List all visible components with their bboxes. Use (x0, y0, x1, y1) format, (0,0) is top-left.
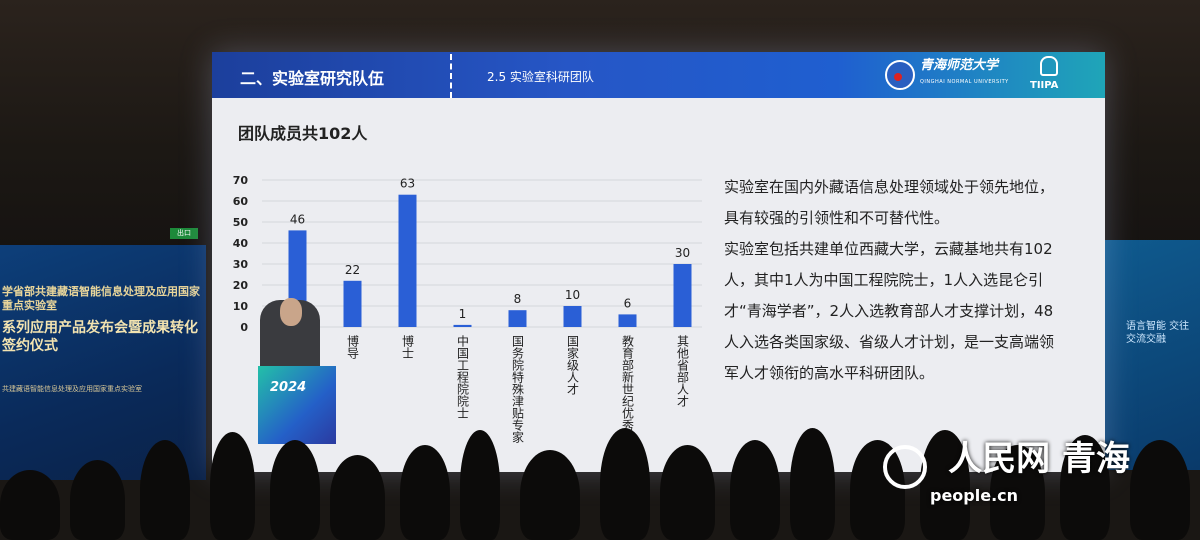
data-label: 30 (675, 246, 690, 260)
bar-chart: 0 10 20 30 40 50 60 70 46 22 博导 63 博士 1 中国工程院院士 8 国务院特殊津… (233, 174, 702, 455)
data-label: 46 (290, 212, 305, 226)
bar (563, 306, 582, 327)
data-label: 63 (400, 177, 415, 191)
banner-right-text: 语言智能 交往交流交融 (1126, 321, 1190, 345)
paragraph: 实验室在国内外藏语信息处理领域处于领先地位，具有较强的引领性和不可替代性。 (724, 178, 1055, 227)
x-tick-label: 博导 (346, 334, 360, 359)
people-logo-icon (883, 445, 927, 489)
y-tick-label: 20 (233, 279, 249, 292)
audience-head (660, 445, 715, 540)
data-label: 22 (345, 263, 360, 277)
podium-text: 2024 (270, 380, 307, 395)
watermark-name: 人民网 青海 (948, 439, 1130, 479)
audience-head (520, 450, 580, 540)
audience-head (460, 430, 500, 540)
y-tick-label: 50 (233, 216, 249, 229)
banner-line1: 学省部共建藏语智能信息处理及应用国家重点实验室 (2, 285, 200, 312)
banner-line2: 系列应用产品发布会暨成果转化签约仪式 (2, 320, 198, 354)
bar (508, 310, 527, 327)
right-event-banner: 语言智能 交往交流交融 (1100, 240, 1200, 470)
section-title: 二、实验室研究队伍 (240, 69, 385, 88)
y-tick-label: 40 (233, 237, 249, 250)
audience-head (210, 432, 255, 540)
paragraph: 实验室包括共建单位西藏大学，云藏基地共有102人，其中1人为中国工程院院士，1人… (724, 240, 1055, 382)
tiipa-logo-text: TIIPA (1030, 80, 1059, 91)
header-divider (450, 54, 452, 98)
exit-sign: 出口 (170, 228, 198, 239)
bar (673, 264, 692, 327)
banner-small: 共建藏语智能信息处理及应用国家重点实验室 (2, 385, 142, 393)
audience-head (70, 460, 125, 540)
audience-head (330, 455, 385, 540)
data-label: 8 (514, 292, 522, 306)
y-tick-label: 0 (240, 321, 248, 334)
left-event-banner: 学省部共建藏语智能信息处理及应用国家重点实验室 系列应用产品发布会暨成果转化签约… (0, 245, 206, 480)
audience-head (600, 428, 650, 540)
y-tick-label: 30 (233, 258, 249, 271)
x-tick-label: 博士 (401, 334, 415, 359)
projection-screen: 二、实验室研究队伍 2.5 实验室科研团队 青海师范大学 QINGHAI NOR… (212, 52, 1105, 472)
y-tick-label: 10 (233, 300, 249, 313)
slide-heading: 团队成员共102人 (238, 124, 368, 143)
y-tick-label: 60 (233, 195, 249, 208)
audience-head (400, 445, 450, 540)
university-emblem-icon (885, 60, 915, 90)
bar (398, 194, 417, 327)
x-tick-label: 教育部新世纪优秀人才 (621, 334, 635, 455)
watermark-site: people.cn (930, 486, 1019, 505)
x-tick-label: 其他省部人才 (676, 335, 690, 407)
data-label: 10 (565, 288, 580, 302)
slide-header: 二、实验室研究队伍 2.5 实验室科研团队 青海师范大学 QINGHAI NOR… (212, 52, 1105, 98)
audience-head (790, 428, 835, 540)
audience-head (270, 440, 320, 540)
y-tick-label: 70 (233, 174, 249, 187)
data-label: 1 (459, 307, 467, 321)
audience-head (1130, 440, 1190, 540)
x-tick-label: 中国工程院院士 (456, 334, 470, 419)
slide-description: 实验室在国内外藏语信息处理领域处于领先地位，具有较强的引领性和不可替代性。 实验… (724, 172, 1064, 389)
audience-head (0, 470, 60, 540)
subsection-title: 2.5 实验室科研团队 (487, 70, 594, 84)
bar (343, 280, 362, 327)
university-logo-text: 青海师范大学 (920, 58, 999, 73)
bar (453, 324, 472, 327)
audience-head (140, 440, 190, 540)
x-tick-label: 国家级人才 (566, 335, 580, 395)
x-tick-label: 国务院特殊津贴专家 (511, 335, 525, 443)
tiipa-logo-icon (1040, 56, 1058, 76)
audience-head (730, 440, 780, 540)
speaker-head (280, 298, 302, 326)
data-label: 6 (624, 296, 632, 310)
university-en: QINGHAI NORMAL UNIVERSITY (920, 79, 1009, 85)
bar (618, 314, 637, 327)
podium: 2024 (258, 366, 336, 444)
